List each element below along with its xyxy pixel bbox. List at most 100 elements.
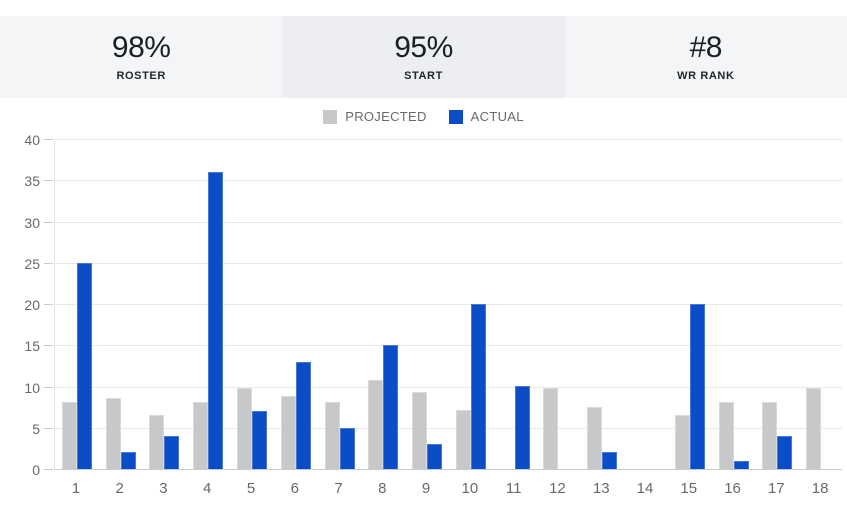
- bar-projected-week-16: [718, 402, 734, 469]
- legend-label-projected: PROJECTED: [345, 109, 427, 124]
- gridline-30: [55, 221, 842, 223]
- x-axis-label-week-13: 13: [592, 480, 610, 497]
- start-percent-label: START: [404, 69, 443, 82]
- bar-group-week-7: [318, 140, 362, 469]
- y-axis-label-25: 25: [24, 255, 40, 272]
- stat-cell-start: 95% START: [282, 16, 565, 98]
- bar-actual-week-2: [120, 452, 136, 469]
- stat-cell-wr-rank: #8 WR RANK: [564, 16, 847, 98]
- bar-group-week-8: [361, 140, 405, 469]
- bar-group-week-13: [580, 140, 624, 469]
- legend-item-actual[interactable]: ACTUAL: [448, 109, 524, 124]
- y-axis-label-35: 35: [24, 173, 40, 190]
- bar-projected-week-2: [105, 398, 121, 469]
- x-axis-label-week-5: 5: [246, 480, 256, 497]
- start-percent-value: 95%: [394, 30, 453, 64]
- bar-group-week-15: [668, 140, 712, 469]
- bar-group-week-3: [143, 140, 187, 469]
- x-axis-label-week-17: 17: [767, 480, 785, 497]
- x-axis-label-week-4: 4: [203, 480, 212, 497]
- x-axis-label-week-1: 1: [71, 480, 81, 497]
- x-axis-label-week-15: 15: [680, 480, 698, 497]
- top-strip: [0, 0, 847, 16]
- bar-projected-week-7: [324, 402, 340, 469]
- bar-actual-week-16: [733, 461, 749, 469]
- bar-group-week-10: [449, 140, 493, 469]
- y-axis-label-15: 15: [24, 338, 40, 355]
- y-axis-tick: [44, 262, 53, 264]
- y-axis-label-30: 30: [24, 214, 40, 231]
- bar-group-week-11: [493, 140, 537, 469]
- bar-projected-week-15: [674, 415, 690, 469]
- bar-actual-week-9: [427, 444, 443, 469]
- bar-actual-week-3: [164, 436, 180, 469]
- x-axis-label-week-18: 18: [811, 480, 829, 497]
- x-axis-label-week-2: 2: [115, 480, 124, 497]
- y-axis-label-0: 0: [32, 462, 40, 478]
- gridline-10: [55, 386, 842, 388]
- bar-actual-week-17: [777, 436, 793, 469]
- gridline-40: [55, 139, 842, 140]
- legend-swatch-actual: [448, 109, 463, 124]
- legend-swatch-projected: [323, 109, 338, 124]
- bar-projected-week-5: [236, 388, 252, 469]
- roster-percent-label: ROSTER: [116, 69, 166, 82]
- y-axis-label-20: 20: [24, 297, 40, 313]
- wr-rank-label: WR RANK: [677, 69, 735, 82]
- y-axis-tick: [44, 345, 53, 347]
- y-axis-label-10: 10: [24, 379, 40, 396]
- bar-projected-week-1: [61, 402, 77, 469]
- bar-group-week-16: [712, 140, 756, 469]
- bar-group-week-14: [624, 140, 668, 469]
- bar-projected-week-10: [455, 410, 471, 469]
- bar-projected-week-6: [280, 396, 296, 469]
- bar-projected-week-18: [806, 388, 822, 469]
- plot-area: [54, 139, 843, 470]
- gridline-35: [55, 180, 842, 182]
- bar-group-week-12: [537, 140, 581, 469]
- bar-group-week-1: [55, 140, 99, 469]
- gridline-25: [55, 262, 842, 264]
- gridline-5: [55, 427, 842, 429]
- legend-item-projected[interactable]: PROJECTED: [323, 109, 426, 124]
- x-axis-label-week-6: 6: [290, 480, 299, 497]
- bar-projected-week-13: [587, 407, 603, 469]
- bar-actual-week-13: [602, 452, 618, 469]
- legend-label-actual: ACTUAL: [470, 109, 524, 124]
- bar-actual-week-15: [689, 304, 705, 469]
- y-axis-tick: [44, 386, 53, 388]
- bar-group-week-18: [799, 140, 843, 469]
- y-axis-tick: [44, 139, 53, 140]
- bar-group-week-6: [274, 140, 318, 469]
- chart-legend: PROJECTED ACTUAL: [0, 109, 847, 124]
- bar-actual-week-4: [208, 172, 224, 469]
- gridline-15: [55, 345, 842, 347]
- stat-cell-roster: 98% ROSTER: [0, 16, 283, 98]
- y-axis-tick: [44, 427, 53, 429]
- bar-projected-week-8: [368, 380, 384, 469]
- x-axis-label-week-3: 3: [159, 480, 168, 497]
- y-axis-tick: [44, 221, 53, 223]
- x-axis-label-week-12: 12: [549, 480, 566, 497]
- bar-projected-week-12: [543, 388, 559, 469]
- bar-actual-week-7: [339, 428, 355, 469]
- bar-actual-week-10: [470, 304, 486, 469]
- x-axis-label-week-14: 14: [636, 480, 654, 497]
- y-axis-label-5: 5: [32, 420, 40, 437]
- bar-actual-week-6: [295, 362, 311, 469]
- x-axis-label-week-16: 16: [724, 480, 741, 497]
- bar-group-week-9: [405, 140, 449, 469]
- x-axis-label-week-8: 8: [378, 480, 387, 497]
- gridline-20: [55, 304, 842, 305]
- roster-percent-value: 98%: [111, 30, 171, 64]
- bar-actual-week-5: [251, 411, 267, 469]
- bar-projected-week-17: [762, 402, 778, 469]
- y-axis-label-40: 40: [24, 132, 40, 148]
- bar-group-week-2: [99, 140, 143, 469]
- bar-actual-week-8: [383, 345, 399, 469]
- y-axis-tick: [44, 469, 53, 470]
- bar-projected-week-4: [193, 402, 209, 469]
- y-axis-tick: [44, 304, 53, 305]
